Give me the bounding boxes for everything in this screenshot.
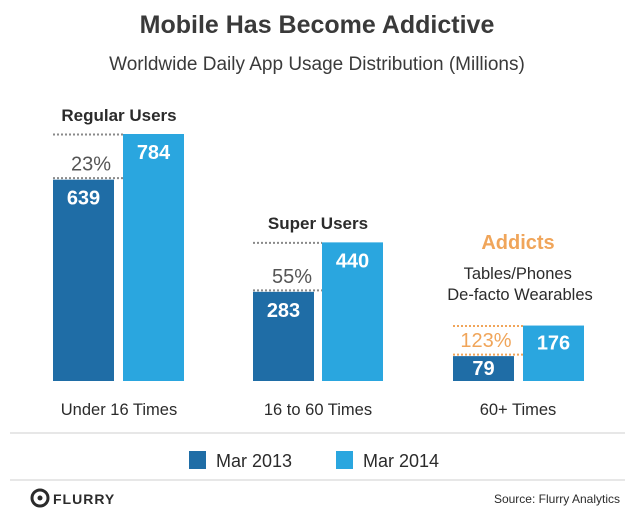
growth-label-2: 123% xyxy=(460,330,511,352)
bar-mar-2014-2 xyxy=(523,325,584,381)
value-label-mar-2013-1: 283 xyxy=(267,300,300,322)
bars: 23% 639 784 Under 16 Times 55% 283 440 16 to 60… xyxy=(53,133,584,419)
bar-mar-2013-1 xyxy=(253,291,314,381)
legend: Mar 2013 Mar 2014 xyxy=(189,451,439,471)
category-label-1: 16 to 60 Times xyxy=(264,401,372,419)
chart-subtitle: Worldwide Daily App Usage Distribution (… xyxy=(109,54,525,75)
group-labels: Regular Users Super Users Addicts xyxy=(61,106,554,254)
group-note: Tables/Phones De-facto Wearables xyxy=(447,265,593,304)
bar-mar-2013-2 xyxy=(453,356,514,381)
bar-mar-2014-1 xyxy=(322,242,383,381)
value-label-mar-2013-2: 79 xyxy=(472,358,494,380)
chart-title: Mobile Has Become Addictive xyxy=(140,11,495,39)
flurry-logo: FLURRY xyxy=(30,488,115,508)
category-label-0: Under 16 Times xyxy=(61,401,177,419)
legend-swatch-mar-2014 xyxy=(336,451,353,469)
bar-mar-2014-0 xyxy=(123,134,184,381)
value-label-mar-2014-2: 176 xyxy=(537,333,570,355)
bar-mar-2013-0 xyxy=(53,179,114,381)
legend-label-mar-2014: Mar 2014 xyxy=(363,451,439,471)
flurry-brand-text: FLURRY xyxy=(53,491,115,507)
value-label-mar-2014-0: 784 xyxy=(137,142,171,164)
legend-label-mar-2013: Mar 2013 xyxy=(216,451,292,471)
value-label-mar-2013-0: 639 xyxy=(67,188,100,210)
group-note-line-1: Tables/Phones xyxy=(464,265,572,283)
group-note-line-2: De-facto Wearables xyxy=(447,286,593,304)
group-label-regular-users: Regular Users xyxy=(61,106,176,125)
value-label-mar-2014-1: 440 xyxy=(336,250,369,272)
group-label-addicts: Addicts xyxy=(481,232,554,254)
growth-label-1: 55% xyxy=(272,266,312,288)
growth-label-0: 23% xyxy=(71,154,111,176)
source-text: Source: Flurry Analytics xyxy=(494,492,620,506)
legend-swatch-mar-2013 xyxy=(189,451,206,469)
group-label-super-users: Super Users xyxy=(268,214,368,233)
flurry-logo-icon xyxy=(30,488,50,508)
category-label-2: 60+ Times xyxy=(480,401,557,419)
